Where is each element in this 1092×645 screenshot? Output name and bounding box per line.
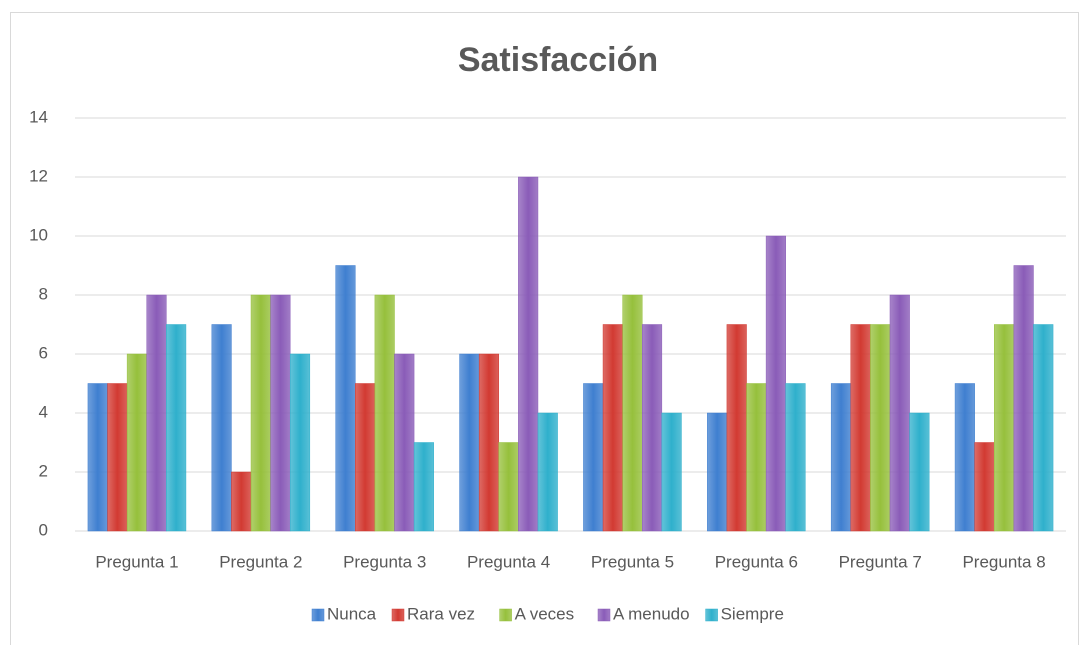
legend-swatch <box>499 608 512 622</box>
x-tick-label: Pregunta 3 <box>343 552 426 571</box>
bar <box>537 412 558 532</box>
legend-label: A veces <box>515 604 575 623</box>
bar <box>335 265 356 532</box>
bar <box>641 324 663 532</box>
bar <box>602 324 623 532</box>
legend-swatch <box>311 608 325 622</box>
bar <box>518 176 539 532</box>
bar <box>498 442 519 532</box>
bar <box>289 353 311 532</box>
x-tick-label: Pregunta 4 <box>467 552 550 571</box>
legend-label: A menudo <box>613 604 690 623</box>
bar <box>413 442 434 532</box>
bar <box>622 294 643 532</box>
bar <box>954 383 975 532</box>
legend-label: Nunca <box>327 604 377 623</box>
y-tick-label: 12 <box>29 166 48 185</box>
bar <box>830 383 852 532</box>
bar <box>107 383 128 532</box>
bar <box>661 412 682 532</box>
bar <box>994 324 1015 532</box>
y-tick-label: 4 <box>39 402 48 421</box>
bar <box>1013 265 1034 532</box>
bar <box>785 383 806 532</box>
bar <box>583 383 604 532</box>
bar <box>87 383 108 532</box>
bar <box>707 412 728 532</box>
legend-swatch <box>391 608 405 622</box>
y-tick-label: 0 <box>39 520 48 539</box>
bar <box>889 294 910 532</box>
bar <box>394 353 415 532</box>
legend-label: Rara vez <box>407 604 475 623</box>
bar <box>270 294 291 532</box>
x-tick-label: Pregunta 6 <box>715 552 798 571</box>
bar <box>459 353 480 532</box>
bar <box>909 412 930 532</box>
y-tick-label: 6 <box>39 343 48 362</box>
bar <box>765 235 786 532</box>
bar <box>126 353 147 532</box>
bar <box>870 324 891 532</box>
bar <box>231 471 252 532</box>
bar <box>850 324 871 532</box>
legend-swatch <box>705 608 718 622</box>
y-tick-label: 2 <box>39 461 48 480</box>
x-tick-label: Pregunta 5 <box>591 552 674 571</box>
y-tick-label: 8 <box>39 284 48 303</box>
bar <box>1033 324 1054 532</box>
bar <box>478 353 500 532</box>
x-tick-label: Pregunta 8 <box>962 552 1045 571</box>
y-tick-label: 10 <box>29 225 48 244</box>
bar <box>726 324 747 532</box>
bar <box>974 442 995 532</box>
chart-title: Satisfacción <box>458 41 658 79</box>
x-tick-label: Pregunta 2 <box>219 552 302 571</box>
bar <box>146 294 167 532</box>
bar <box>250 294 271 532</box>
bar <box>355 383 376 532</box>
x-tick-label: Pregunta 1 <box>95 552 178 571</box>
x-tick-label: Pregunta 7 <box>839 552 922 571</box>
bar <box>166 324 187 532</box>
bar <box>746 383 767 532</box>
bar <box>374 294 395 532</box>
legend-swatch <box>597 608 611 622</box>
bar <box>211 324 232 532</box>
y-tick-label: 14 <box>29 107 48 126</box>
legend-label: Siempre <box>721 604 784 623</box>
